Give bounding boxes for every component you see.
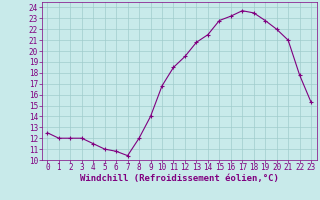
X-axis label: Windchill (Refroidissement éolien,°C): Windchill (Refroidissement éolien,°C) <box>80 174 279 183</box>
